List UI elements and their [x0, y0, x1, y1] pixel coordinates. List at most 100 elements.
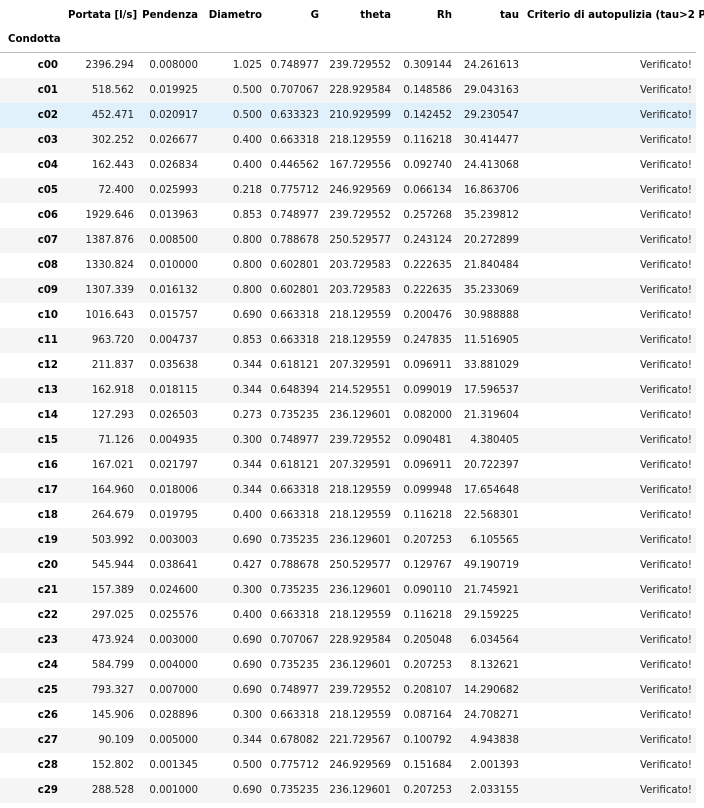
table-row: c09 1307.339 0.016132 0.800 0.602801 203.7295…	[0, 277, 696, 303]
cell-portata: 545.944	[91, 559, 134, 571]
row-index-label: c00	[37, 59, 58, 71]
table-row: c23 473.924 0.003000 0.690 0.707067 228.92958…	[0, 627, 696, 653]
cell-g: 0.748977	[270, 209, 319, 221]
table-row: c01 518.562 0.019925 0.500 0.707067 228.92958…	[0, 77, 696, 103]
cell-diametro: 0.344	[232, 384, 262, 396]
row-index-label: c28	[37, 759, 58, 771]
cell-criterio: Verificato!	[639, 234, 692, 246]
cell-rh: 0.207253	[403, 534, 452, 546]
cell-diametro: 0.690	[232, 309, 262, 321]
cell-criterio: Verificato!	[639, 159, 692, 171]
header-blank	[0, 4, 64, 26]
cell-rh: 0.207253	[403, 784, 452, 796]
cell-criterio: Verificato!	[639, 734, 692, 746]
cell-g: 0.663318	[270, 484, 319, 496]
cell-tau: 24.261613	[463, 59, 519, 71]
cell-pendenza: 0.004000	[149, 659, 198, 671]
cell-diametro: 0.344	[232, 734, 262, 746]
row-index-label: c16	[37, 459, 58, 471]
cell-diametro: 0.690	[232, 684, 262, 696]
cell-portata: 1929.646	[85, 209, 134, 221]
cell-criterio: Verificato!	[639, 759, 692, 771]
cell-theta: 218.129559	[329, 334, 391, 346]
cell-portata: 473.924	[91, 634, 134, 646]
cell-rh: 0.090481	[403, 434, 452, 446]
cell-g: 0.707067	[270, 634, 319, 646]
cell-theta: 218.129559	[329, 134, 391, 146]
cell-diametro: 0.690	[232, 659, 262, 671]
table-row: c14 127.293 0.026503 0.273 0.735235 236.12960…	[0, 403, 696, 428]
cell-tau: 35.233069	[463, 284, 519, 296]
cell-tau: 22.568301	[463, 509, 519, 521]
cell-portata: 1387.876	[85, 234, 134, 246]
row-index-label: c19	[37, 534, 58, 546]
cell-rh: 0.257268	[403, 209, 452, 221]
cell-criterio: Verificato!	[639, 584, 692, 596]
cell-rh: 0.066134	[403, 184, 452, 196]
cell-tau: 30.988888	[463, 309, 519, 321]
cell-tau: 21.840484	[463, 259, 519, 271]
cell-g: 0.735235	[270, 584, 319, 596]
cell-g: 0.663318	[270, 334, 319, 346]
cell-theta: 236.129601	[329, 409, 391, 421]
table-row: c22 297.025 0.025576 0.400 0.663318 218.12955…	[0, 603, 696, 628]
cell-pendenza: 0.019795	[149, 509, 198, 521]
cell-criterio: Verificato!	[639, 709, 692, 721]
cell-criterio: Verificato!	[639, 384, 692, 396]
cell-g: 0.735235	[270, 409, 319, 421]
cell-portata: 167.021	[91, 459, 134, 471]
cell-pendenza: 0.004935	[149, 434, 198, 446]
cell-theta: 203.729583	[329, 284, 391, 296]
cell-g: 0.602801	[270, 259, 319, 271]
cell-theta: 218.129559	[329, 609, 391, 621]
cell-portata: 452.471	[91, 109, 134, 121]
cell-rh: 0.096911	[403, 459, 452, 471]
table-body: c00 2396.294 0.008000 1.025 0.748977 239.7295…	[0, 53, 696, 803]
cell-g: 0.735235	[270, 534, 319, 546]
header-tau: tau	[500, 9, 519, 21]
cell-g: 0.633323	[270, 109, 319, 121]
cell-rh: 0.116218	[403, 134, 452, 146]
cell-tau: 14.290682	[463, 684, 519, 696]
table-row: c16 167.021 0.021797 0.344 0.618121 207.32959…	[0, 453, 696, 478]
cell-criterio: Verificato!	[639, 784, 692, 796]
header-diametro: Diametro	[208, 9, 262, 21]
cell-diametro: 0.300	[232, 434, 262, 446]
cell-tau: 21.319604	[463, 409, 519, 421]
header-theta: theta	[360, 9, 391, 21]
table-row: c03 302.252 0.026677 0.400 0.663318 218.12955…	[0, 127, 696, 153]
table-row: c19 503.992 0.003003 0.690 0.735235 236.12960…	[0, 527, 696, 553]
cell-criterio: Verificato!	[639, 459, 692, 471]
cell-tau: 20.272899	[463, 234, 519, 246]
cell-portata: 793.327	[91, 684, 134, 696]
cell-theta: 228.929584	[329, 84, 391, 96]
cell-rh: 0.148586	[403, 84, 452, 96]
cell-pendenza: 0.007000	[149, 684, 198, 696]
table-header: Portata [l/s] Pendenza Diametro G theta …	[0, 4, 704, 53]
cell-tau: 4.943838	[470, 734, 519, 746]
cell-portata: 302.252	[91, 134, 134, 146]
cell-rh: 0.151684	[403, 759, 452, 771]
row-index-label: c12	[37, 359, 58, 371]
header-portata: Portata [l/s]	[68, 9, 138, 21]
cell-pendenza: 0.018115	[149, 384, 198, 396]
table-row: c02 452.471 0.020917 0.500 0.633323 210.92959…	[0, 102, 696, 128]
cell-theta: 246.929569	[329, 184, 391, 196]
cell-portata: 72.400	[98, 184, 134, 196]
cell-diametro: 0.344	[232, 484, 262, 496]
cell-theta: 239.729552	[329, 684, 391, 696]
cell-rh: 0.222635	[403, 259, 452, 271]
cell-criterio: Verificato!	[639, 534, 692, 546]
cell-tau: 29.159225	[463, 609, 519, 621]
cell-tau: 16.863706	[463, 184, 519, 196]
cell-criterio: Verificato!	[639, 184, 692, 196]
cell-tau: 21.745921	[463, 584, 519, 596]
cell-g: 0.663318	[270, 709, 319, 721]
cell-portata: 963.720	[91, 334, 134, 346]
row-index-label: c25	[37, 684, 58, 696]
row-index-label: c01	[37, 84, 58, 96]
cell-tau: 35.239812	[463, 209, 519, 221]
cell-criterio: Verificato!	[639, 434, 692, 446]
header-criterio: Criterio di autopulizia (tau>2 Pa)	[527, 9, 704, 21]
cell-portata: 1016.643	[85, 309, 134, 321]
